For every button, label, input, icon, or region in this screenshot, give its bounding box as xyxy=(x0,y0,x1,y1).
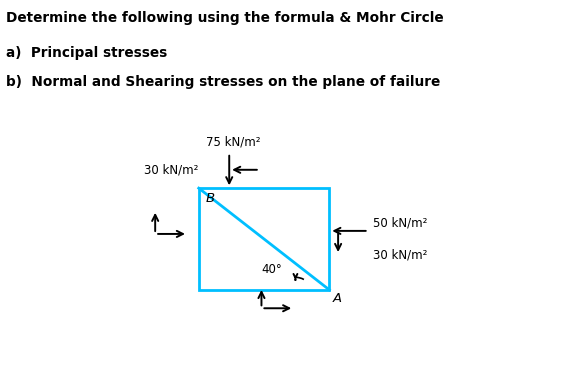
Text: 30 kN/m²: 30 kN/m² xyxy=(144,163,199,176)
Text: 30 kN/m²: 30 kN/m² xyxy=(373,248,427,261)
Text: A: A xyxy=(333,292,342,305)
Text: a)  Principal stresses: a) Principal stresses xyxy=(6,46,167,60)
Text: b)  Normal and Shearing stresses on the plane of failure: b) Normal and Shearing stresses on the p… xyxy=(6,75,440,89)
Text: 40°: 40° xyxy=(261,263,282,276)
Text: 75 kN/m²: 75 kN/m² xyxy=(206,135,261,149)
Text: Determine the following using the formula & Mohr Circle: Determine the following using the formul… xyxy=(6,11,443,25)
Text: B: B xyxy=(206,192,215,204)
Text: 50 kN/m²: 50 kN/m² xyxy=(373,217,427,229)
Bar xyxy=(199,188,329,290)
